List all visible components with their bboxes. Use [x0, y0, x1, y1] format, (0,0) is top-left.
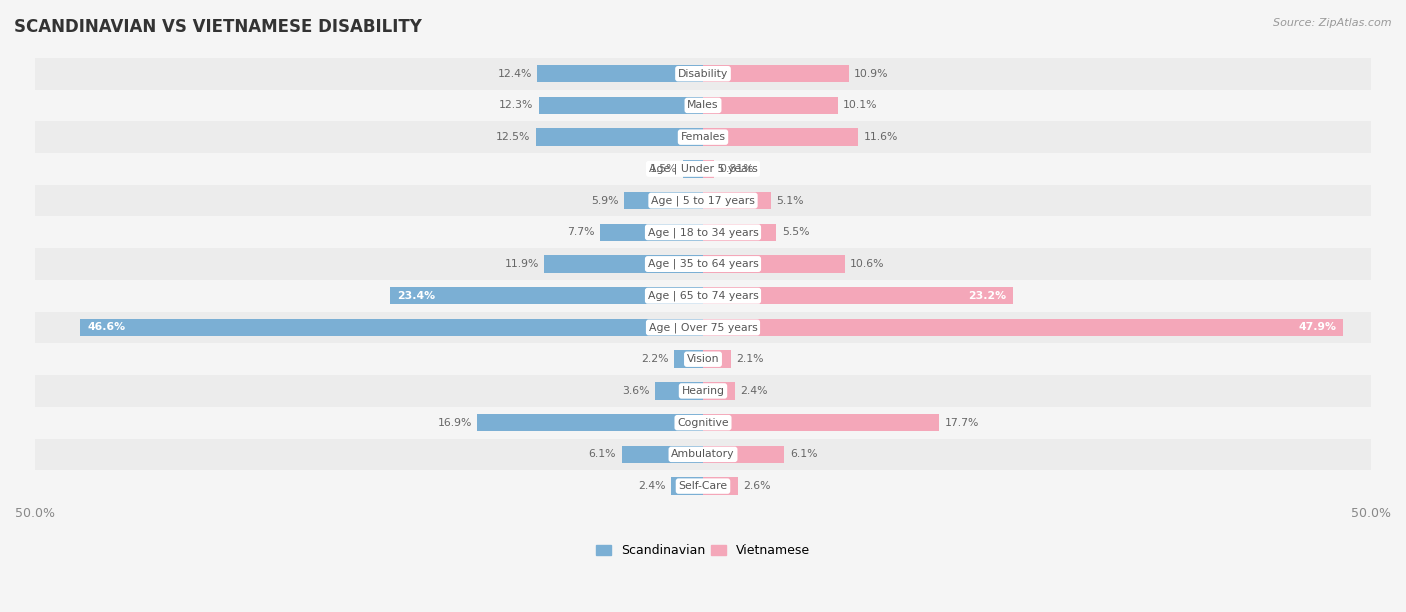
Bar — [35, 407, 1371, 439]
Bar — [703, 223, 776, 241]
Text: 6.1%: 6.1% — [790, 449, 817, 460]
Text: Cognitive: Cognitive — [678, 417, 728, 428]
Bar — [683, 160, 703, 177]
Text: 7.7%: 7.7% — [567, 227, 595, 237]
Bar — [703, 477, 738, 495]
Bar — [391, 287, 703, 305]
Legend: Scandinavian, Vietnamese: Scandinavian, Vietnamese — [591, 539, 815, 562]
Text: 16.9%: 16.9% — [437, 417, 472, 428]
Text: Source: ZipAtlas.com: Source: ZipAtlas.com — [1274, 18, 1392, 28]
Bar — [655, 382, 703, 400]
Text: 12.5%: 12.5% — [496, 132, 530, 142]
Text: 10.9%: 10.9% — [853, 69, 889, 79]
Bar — [35, 121, 1371, 153]
Bar — [35, 89, 1371, 121]
Text: Age | Under 5 years: Age | Under 5 years — [648, 163, 758, 174]
Text: Disability: Disability — [678, 69, 728, 79]
Text: Age | Over 75 years: Age | Over 75 years — [648, 323, 758, 333]
Bar — [35, 280, 1371, 312]
Bar — [600, 223, 703, 241]
Text: 5.1%: 5.1% — [776, 196, 804, 206]
Text: 1.5%: 1.5% — [650, 164, 678, 174]
Bar — [703, 351, 731, 368]
Bar — [35, 58, 1371, 89]
Text: Age | 35 to 64 years: Age | 35 to 64 years — [648, 259, 758, 269]
Bar — [703, 97, 838, 114]
Text: 10.1%: 10.1% — [844, 100, 877, 110]
Text: Age | 18 to 34 years: Age | 18 to 34 years — [648, 227, 758, 237]
Text: 3.6%: 3.6% — [621, 386, 650, 396]
Bar — [703, 319, 1343, 336]
Bar — [35, 248, 1371, 280]
Bar — [35, 185, 1371, 217]
Text: Age | 5 to 17 years: Age | 5 to 17 years — [651, 195, 755, 206]
Bar — [35, 439, 1371, 470]
Text: 5.9%: 5.9% — [592, 196, 619, 206]
Bar — [624, 192, 703, 209]
Text: 12.3%: 12.3% — [499, 100, 533, 110]
Text: 23.4%: 23.4% — [396, 291, 436, 300]
Bar — [703, 382, 735, 400]
Bar — [35, 217, 1371, 248]
Text: 11.6%: 11.6% — [863, 132, 897, 142]
Text: 2.1%: 2.1% — [737, 354, 763, 364]
Text: Males: Males — [688, 100, 718, 110]
Text: 17.7%: 17.7% — [945, 417, 979, 428]
Text: 2.4%: 2.4% — [741, 386, 768, 396]
Text: 2.2%: 2.2% — [641, 354, 668, 364]
Bar — [80, 319, 703, 336]
Bar — [538, 97, 703, 114]
Text: 12.4%: 12.4% — [498, 69, 531, 79]
Bar — [671, 477, 703, 495]
Bar — [35, 375, 1371, 407]
Text: 2.4%: 2.4% — [638, 481, 665, 491]
Text: 47.9%: 47.9% — [1298, 323, 1336, 332]
Bar — [703, 192, 770, 209]
Bar — [477, 414, 703, 431]
Bar — [703, 160, 714, 177]
Text: 11.9%: 11.9% — [505, 259, 538, 269]
Bar — [536, 129, 703, 146]
Bar — [537, 65, 703, 83]
Text: 23.2%: 23.2% — [969, 291, 1007, 300]
Text: 0.81%: 0.81% — [718, 164, 754, 174]
Text: 46.6%: 46.6% — [87, 323, 125, 332]
Bar — [673, 351, 703, 368]
Text: Self-Care: Self-Care — [679, 481, 727, 491]
Text: 10.6%: 10.6% — [851, 259, 884, 269]
Text: Females: Females — [681, 132, 725, 142]
Bar — [35, 343, 1371, 375]
Text: SCANDINAVIAN VS VIETNAMESE DISABILITY: SCANDINAVIAN VS VIETNAMESE DISABILITY — [14, 18, 422, 36]
Bar — [35, 470, 1371, 502]
Bar — [35, 153, 1371, 185]
Bar — [703, 414, 939, 431]
Text: 6.1%: 6.1% — [589, 449, 616, 460]
Bar — [703, 255, 845, 273]
Bar — [703, 446, 785, 463]
Bar — [35, 312, 1371, 343]
Text: Hearing: Hearing — [682, 386, 724, 396]
Text: Age | 65 to 74 years: Age | 65 to 74 years — [648, 291, 758, 301]
Bar — [703, 65, 849, 83]
Bar — [703, 129, 858, 146]
Bar — [544, 255, 703, 273]
Text: Ambulatory: Ambulatory — [671, 449, 735, 460]
Bar — [703, 287, 1012, 305]
Bar — [621, 446, 703, 463]
Text: Vision: Vision — [686, 354, 720, 364]
Text: 5.5%: 5.5% — [782, 227, 810, 237]
Text: 2.6%: 2.6% — [744, 481, 770, 491]
